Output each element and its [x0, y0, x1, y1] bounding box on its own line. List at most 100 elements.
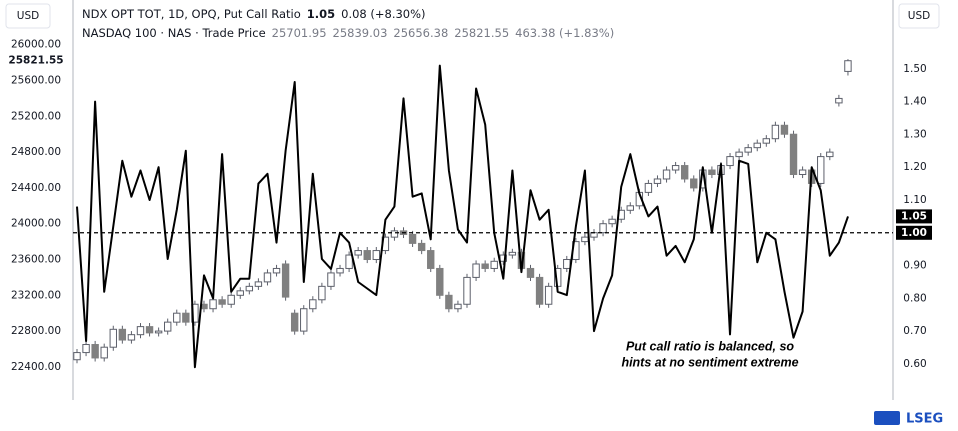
series-header: NDX OPT TOT, 1D, OPQ, Put Call Ratio 1.05…	[82, 7, 426, 21]
candle-body	[254, 281, 263, 287]
annotation: hints at no sentiment extreme	[621, 355, 798, 369]
candle-body	[318, 285, 326, 301]
candle-body	[472, 263, 480, 278]
y-tick-label: 25200.00	[11, 110, 61, 122]
header-value: 463.38 (+1.83%)	[515, 26, 614, 40]
candle-body	[844, 60, 852, 72]
candle-body	[789, 133, 798, 175]
candle-body	[762, 138, 771, 144]
candle-body	[644, 182, 653, 193]
right-unit: USD	[908, 10, 930, 22]
candle-body	[100, 346, 108, 359]
header-name: NDX OPT TOT, 1D, OPQ, Put Call Ratio	[82, 7, 301, 21]
y2-tick-label: 1.10	[903, 194, 926, 206]
candle-body	[345, 254, 353, 269]
candle-body	[454, 303, 462, 310]
candle-body	[626, 205, 634, 211]
candle-body	[73, 352, 81, 361]
header-value: 25821.55	[454, 26, 509, 40]
y-tick-label: 24800.00	[11, 146, 61, 158]
candle-body	[336, 267, 344, 274]
reference-label-box	[896, 225, 932, 240]
candle-body	[753, 142, 761, 149]
candle-body	[218, 299, 226, 305]
candle-body	[118, 328, 127, 341]
brand-icon	[874, 411, 900, 425]
candle-body	[281, 263, 290, 298]
candle-body	[164, 321, 172, 332]
candle-body	[173, 312, 181, 323]
candle-body	[653, 178, 662, 184]
candle-body	[154, 330, 163, 334]
candle-body	[417, 242, 426, 252]
candle-body	[227, 294, 235, 305]
candle-body	[408, 233, 417, 244]
ratio-line	[76, 64, 849, 369]
brand-logo: LSEG	[874, 411, 943, 427]
candle-body	[817, 156, 825, 184]
candle-body	[826, 151, 834, 158]
y-tick-label: 22400.00	[11, 361, 61, 373]
candle-body	[363, 250, 371, 261]
right-unit-box[interactable]	[898, 3, 940, 29]
candle-body	[82, 344, 90, 354]
y2-tick-label: 0.90	[903, 260, 926, 272]
y-tick-label: 23200.00	[11, 289, 61, 301]
candle-body	[290, 312, 299, 332]
candle-body	[127, 334, 136, 341]
y-tick-label: 23600.00	[11, 254, 61, 266]
candle-body	[236, 290, 244, 296]
candle-body	[136, 326, 145, 336]
y2-tick-label: 1.40	[903, 96, 926, 108]
candle-body	[490, 260, 498, 269]
candle-body	[300, 308, 308, 332]
candle-body	[744, 147, 752, 153]
candle-body	[327, 272, 335, 287]
candle-body	[780, 124, 789, 135]
candle-body	[544, 285, 553, 305]
candle-body	[245, 285, 254, 292]
reference-label: 1.00	[901, 227, 927, 239]
candle-body	[145, 326, 154, 334]
y2-tick-label: 1.30	[903, 128, 926, 140]
candle-body	[535, 276, 544, 305]
last-price-label: 25821.55	[8, 55, 63, 67]
candle-body	[209, 299, 217, 310]
candle-body	[726, 156, 734, 167]
last-value-box	[896, 209, 932, 224]
candle-body	[463, 276, 471, 305]
candle-body	[91, 344, 99, 359]
brand-name: LSEG	[906, 412, 943, 427]
candle-body	[581, 236, 589, 243]
candle-body	[771, 124, 780, 140]
candle-body	[680, 165, 689, 180]
candle-body	[608, 218, 616, 225]
header-value: 25701.95	[272, 26, 327, 40]
annotation: Put call ratio is balanced, so	[626, 339, 794, 353]
left-unit: USD	[17, 10, 39, 22]
candle-body	[563, 259, 571, 269]
series-header: NASDAQ 100 · NAS · Trade Price 25701.95 25…	[82, 26, 614, 40]
left-unit-box[interactable]	[5, 3, 51, 29]
y2-tick-label: 0.60	[903, 358, 926, 370]
y-tick-label: 26000.00	[11, 39, 61, 51]
candle-body	[662, 169, 671, 180]
header-change: 0.08 (+8.30%)	[341, 7, 425, 21]
candle-body	[372, 250, 381, 261]
candle-body	[735, 151, 743, 158]
header-value: 25839.03	[333, 26, 388, 40]
header-value: 1.05	[307, 7, 335, 21]
y2-tick-label: 0.80	[903, 292, 926, 304]
candle-body	[445, 294, 453, 310]
plot-area	[73, 59, 852, 369]
candle-body	[390, 230, 399, 238]
candle-body	[508, 251, 517, 256]
y-tick-label: 24400.00	[11, 182, 61, 194]
candle-body	[427, 250, 435, 269]
candle-body	[109, 328, 117, 348]
y2-tick-label: 1.50	[903, 63, 926, 75]
candle-body	[354, 250, 362, 256]
header-value: 25656.38	[393, 26, 448, 40]
